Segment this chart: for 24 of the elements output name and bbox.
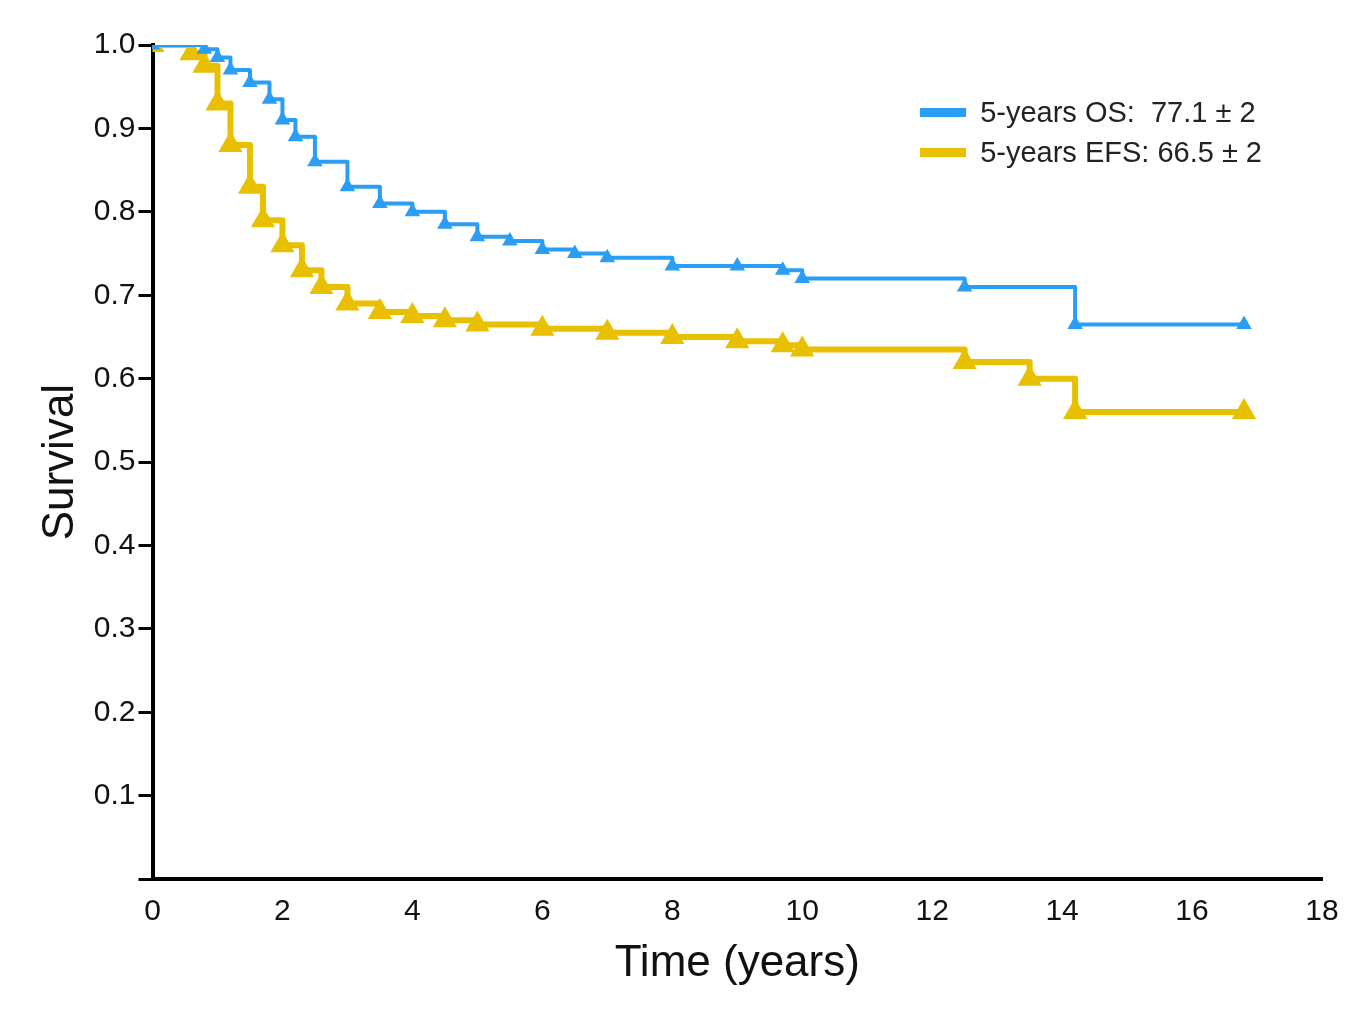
x-tick-label: 2 xyxy=(274,893,291,927)
legend-label: 5-years EFS: 66.5 ± 2 xyxy=(980,135,1262,169)
y-tick-label: 0.3 xyxy=(93,610,136,644)
x-tick-label: 6 xyxy=(533,893,551,927)
y-axis-title: Survival xyxy=(32,383,82,541)
y-tick-label: 0.8 xyxy=(93,193,136,227)
x-tick-label: 18 xyxy=(1305,893,1339,927)
x-tick-label: 12 xyxy=(915,893,949,927)
y-tick-label: 0.4 xyxy=(93,526,136,560)
legend-label: 5-years OS: 77.1 ± 2 xyxy=(980,95,1256,129)
x-axis-title: Time (years) xyxy=(614,935,860,985)
x-tick-label: 4 xyxy=(404,893,421,927)
x-tick-label: 10 xyxy=(785,893,819,927)
y-tick-label: 0.6 xyxy=(93,359,136,393)
y-tick-label: 0.2 xyxy=(93,693,136,727)
y-tick-label: 0.1 xyxy=(93,777,136,811)
x-tick-label: 16 xyxy=(1175,893,1209,927)
x-tick-label: 0 xyxy=(144,893,161,927)
x-tick-label: 14 xyxy=(1045,893,1079,927)
y-tick-label: 0.7 xyxy=(93,276,136,310)
y-tick-label: 0.9 xyxy=(93,109,136,143)
y-tick-label: 1.0 xyxy=(93,26,136,60)
x-tick-label: 8 xyxy=(663,893,681,927)
y-tick-label: 0.5 xyxy=(93,443,136,477)
